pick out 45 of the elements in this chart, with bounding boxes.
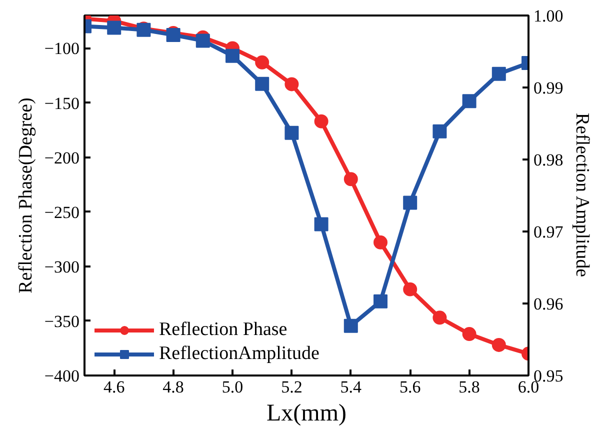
point: [344, 172, 358, 186]
legend-label: Reflection Phase: [159, 319, 288, 341]
point: [255, 76, 270, 91]
y-tick-label: −100: [44, 39, 80, 58]
point: [374, 235, 388, 250]
point: [344, 318, 358, 333]
point: [196, 34, 210, 48]
point: [462, 94, 476, 108]
y2-tick-label: 0.99: [534, 78, 564, 98]
y-tick-label: −350: [44, 312, 80, 331]
point: [284, 77, 299, 92]
x-tick-label: 5.0: [222, 378, 244, 396]
point: [403, 196, 418, 210]
y-tick-label: −200: [44, 148, 80, 168]
y2-tick-label: 0.98: [534, 150, 564, 170]
y-axis-title: Reflection Phase(Degree): [15, 98, 36, 294]
point: [107, 20, 122, 35]
point: [226, 48, 240, 63]
point: [462, 327, 476, 342]
point: [255, 55, 270, 70]
x-tick-label: 5.8: [458, 378, 480, 396]
x-tick-label: 4.6: [103, 378, 125, 396]
point: [374, 294, 388, 308]
x-axis-title: Lx(mm): [266, 400, 346, 426]
point: [314, 114, 328, 128]
point: [432, 124, 447, 138]
point: [492, 66, 506, 81]
y2-tick-label: 1.00: [534, 6, 564, 26]
point: [284, 126, 299, 140]
y-tick-label: −300: [44, 257, 80, 276]
y2-axis-title: Reflection Amplitude: [571, 112, 592, 278]
x-tick-label: 5.6: [399, 378, 421, 396]
y2-tick-label: 0.97: [534, 222, 564, 242]
y-tick-label: −400: [44, 366, 80, 386]
point: [432, 310, 447, 325]
legend-label: ReflectionAmplitude: [159, 343, 320, 365]
y2-tick-label: 0.96: [534, 294, 564, 314]
y-tick-label: −150: [44, 94, 80, 113]
point: [403, 282, 418, 296]
point: [314, 217, 328, 232]
point: [492, 338, 506, 352]
x-tick-label: 5.4: [340, 378, 362, 396]
x-tick-label: 5.2: [281, 378, 302, 396]
y-tick-label: −250: [44, 202, 80, 222]
x-tick-label: 4.8: [162, 378, 184, 396]
